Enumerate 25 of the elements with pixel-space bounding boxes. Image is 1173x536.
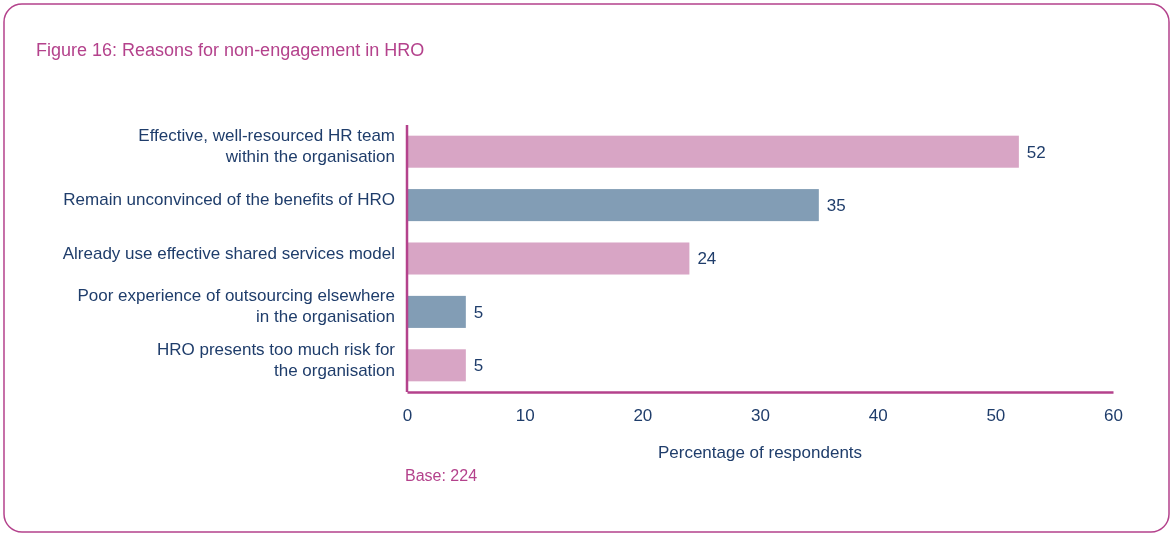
x-tick-label: 20	[633, 406, 653, 426]
y-tick-label: Already use effective shared services model	[62, 243, 395, 263]
y-tick-label: HRO presents too much risk for the organisation	[156, 339, 396, 380]
bar	[407, 349, 466, 382]
x-axis-title: Percentage of respondents	[657, 443, 863, 462]
x-tick-label: 10	[515, 406, 535, 426]
x-tick-label: 30	[751, 406, 770, 426]
text: Figure 16: Reasons for non-engagement in HRO	[36, 40, 425, 60]
text: Base: 224	[405, 467, 478, 484]
y-tick-label: Effective, well-resourced HR team within the organisation	[138, 126, 395, 167]
x-tick-label: 50	[986, 406, 1006, 426]
bar	[407, 295, 466, 328]
data-label: 52	[1026, 142, 1046, 162]
data-label: 5	[473, 302, 484, 322]
data-label: 24	[697, 249, 717, 269]
bar	[407, 189, 819, 222]
data-label: 5	[473, 356, 484, 376]
y-tick-label: Remain unconvinced of the benefits of HRO	[63, 190, 395, 210]
x-tick-label: 0	[402, 406, 413, 426]
x-tick-label: 40	[868, 406, 888, 426]
bar	[407, 242, 690, 275]
y-tick-label: Poor experience of outsourcing elsewhere in the organisation	[77, 286, 395, 327]
x-tick-label: 60	[1104, 406, 1123, 426]
bar	[407, 135, 1019, 168]
data-label: 35	[826, 196, 846, 216]
